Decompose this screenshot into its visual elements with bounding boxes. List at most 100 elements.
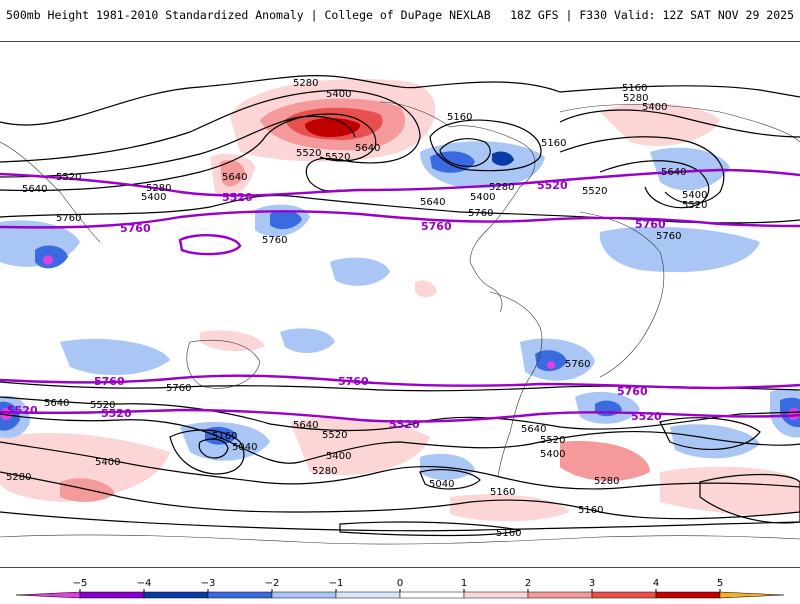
contour-label: 5400 [326,89,351,100]
contour-label: 5400 [141,192,166,203]
negative-anomaly-area [430,151,475,173]
contour-label: 5760 [56,213,81,224]
contour-line [0,115,356,178]
contour-label: 5160 [490,487,515,498]
colorbar-svg: −5 −4 −3 −2 −1 0 1 2 3 4 5 [15,578,785,599]
colorbar-tick-label: 2 [525,578,531,589]
contour-label: 5400 [642,102,667,113]
negative-anomaly-shading [0,141,800,480]
contour-label: 5640 [293,420,318,431]
contour-label: 5160 [212,431,237,442]
contour-label: 5760 [262,235,287,246]
contour-label: 5400 [540,449,565,460]
coastline-south-america [489,291,543,478]
purple-contour-label: 5760 [120,222,151,235]
contour-label: 5520 [582,186,607,197]
colorbar-tick-label: −5 [73,578,88,589]
positive-anomaly-area [450,494,570,522]
contour-label: 5400 [470,192,495,203]
contour-line [0,75,800,126]
contour-line [0,89,421,192]
contour-label: 5520 [90,400,115,411]
purple-contours [0,168,800,423]
contour-label: 5520 [325,152,350,163]
negative-anomaly-area [788,408,800,420]
contour-label: 5640 [521,424,546,435]
contour-line [699,473,800,524]
colorbar-swatch [591,591,657,599]
contour-labels: 5280 5400 5160 5280 5400 5160 5520 5520 … [6,78,707,539]
purple-contour-label: 5760 [94,375,125,388]
colorbar-tick-label: −1 [329,578,344,589]
colorbar-tick-label: −2 [265,578,280,589]
colorbar-tick-label: 3 [589,578,595,589]
coastline-antarctica [0,534,800,545]
contour-label: 5280 [489,182,514,193]
colorbar-tick-label: 4 [653,578,659,589]
negative-anomaly-area [280,328,335,354]
purple-contour-labels: 5520 5760 5760 5520 5760 5760 5520 5520 … [7,179,666,431]
purple-contour-label: 5520 [7,404,38,417]
map-panel: 5280 5400 5160 5280 5400 5160 5520 5520 … [0,41,800,568]
contour-line [0,413,800,464]
contour-line [0,396,800,432]
contour-label: 5640 [22,184,47,195]
colorbar-swatch [719,591,785,599]
colorbar-swatch [79,591,145,599]
purple-contour-label: 5520 [631,410,662,423]
contour-label: 5280 [623,93,648,104]
contour-label: 5760 [656,231,681,242]
colorbar-swatch [15,591,81,599]
purple-contour-label: 5520 [537,179,568,192]
negative-anomaly-area [670,424,760,459]
contour-label: 5160 [447,112,472,123]
contour-line [0,511,800,532]
coastline-eurasia [0,104,800,243]
contour-line [659,417,761,450]
colorbar-swatch [335,591,401,599]
contour-label: 5640 [44,398,69,409]
colorbar-swatch [655,591,721,599]
negative-anomaly-area [270,210,302,230]
negative-anomaly-area [535,350,567,372]
contour-line [559,136,725,204]
purple-contour-5520-south [0,408,800,423]
negative-anomaly-area [599,226,760,273]
contour-label: 5160 [622,83,647,94]
negative-anomaly-area [205,426,237,445]
run-info: 18Z GFS | F330 Valid: 12Z SAT NOV 29 202… [510,8,794,22]
purple-contour-label: 5760 [617,385,648,398]
contour-label: 5160 [496,528,521,539]
negative-anomaly-area [60,338,170,376]
contour-label: 5640 [420,197,445,208]
contour-label: 5760 [565,359,590,370]
extreme-positive-anomaly-area [305,118,361,137]
colorbar-swatch [399,591,465,599]
contour-label: 5280 [6,472,31,483]
colorbar-swatch [527,591,593,599]
map-title: 500mb Height 1981-2010 Standardized Anom… [6,8,491,22]
colorbar-tick-label: −4 [137,578,152,589]
purple-contour-label: 5520 [222,191,253,204]
purple-contour-label: 5520 [101,407,132,420]
colorbar-ticks: −5 −4 −3 −2 −1 0 1 2 3 4 5 [73,578,723,592]
purple-contour-5760-north [0,210,800,229]
colorbar-tick-label: −3 [201,578,216,589]
map-canvas: 5280 5400 5160 5280 5400 5160 5520 5520 … [0,75,800,545]
positive-anomaly-area [600,103,720,146]
coastlines [0,101,800,545]
colorbar: −5 −4 −3 −2 −1 0 1 2 3 4 5 [0,572,800,600]
contour-label: 5640 [661,167,686,178]
contour-label: 5640 [355,143,380,154]
coastline-australia [186,339,261,389]
contour-label: 5040 [429,479,454,490]
contour-line [439,138,491,167]
colorbar-tick-label: 1 [461,578,467,589]
purple-contour-label: 5760 [421,220,452,233]
height-contours [0,75,800,537]
contour-label: 5520 [322,430,347,441]
contour-label: 5160 [541,138,566,149]
contour-line [339,521,521,537]
colorbar-swatch [271,591,337,599]
contour-label: 5160 [578,505,603,516]
